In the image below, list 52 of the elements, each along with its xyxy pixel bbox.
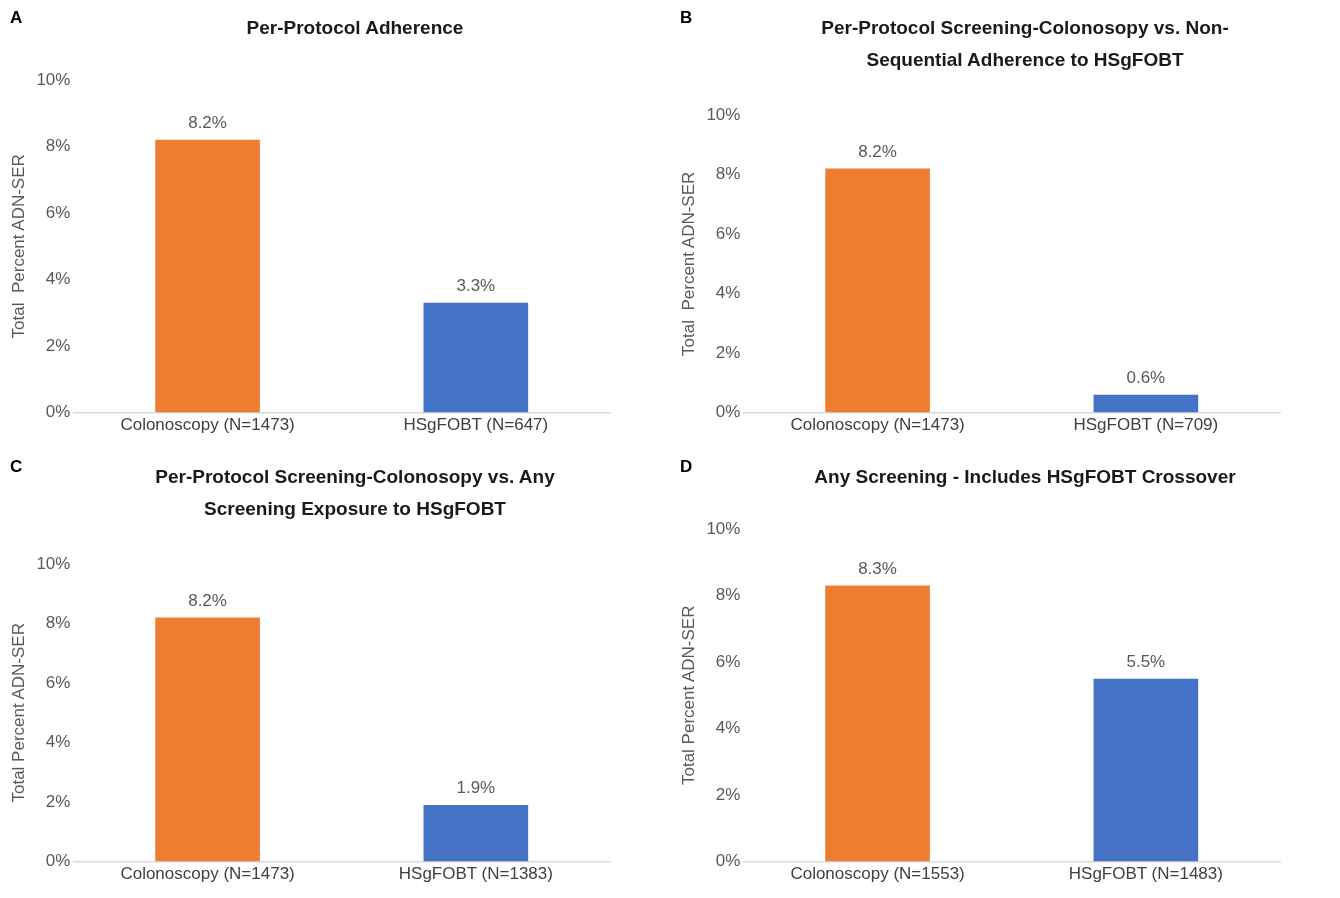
y-tick-label: 10% <box>706 518 741 538</box>
y-tick-label: 2% <box>45 791 71 811</box>
y-tick-label: 10% <box>36 553 71 573</box>
y-tick-label: 10% <box>36 69 71 89</box>
y-tick-label: 8% <box>45 136 71 156</box>
chart-title: Any Screening - Includes HSgFOBT Crossover <box>813 465 1237 489</box>
data-label: 8.3% <box>858 558 897 578</box>
y-tick-label: 4% <box>45 269 71 289</box>
y-tick-label: 0% <box>715 402 741 422</box>
x-tick-label: HSgFOBT (N=647) <box>403 415 549 435</box>
data-label: 8.2% <box>188 590 227 610</box>
data-label: 3.3% <box>456 276 496 296</box>
y-tick-label: 4% <box>715 283 741 303</box>
x-tick-label: Colonoscopy (N=1473) <box>120 415 295 435</box>
text: D <box>680 457 693 477</box>
y-axis-title: Total Percent ADN-SER <box>8 623 28 803</box>
y-tick-label: 4% <box>45 732 71 752</box>
y-tick-label: 0% <box>715 851 741 871</box>
data-label: 8.2% <box>188 113 227 133</box>
x-tick-label: HSgFOBT (N=1483) <box>1068 864 1223 884</box>
chart-title: Per-Protocol Screening-Colonosopy vs. Non-Sequential Adherence to HSgFOBT <box>820 16 1230 72</box>
y-axis-title: Total Percent ADN-SER <box>678 171 698 356</box>
x-tick-label: Colonoscopy (N=1473) <box>120 864 295 884</box>
y-tick-label: 4% <box>715 718 741 738</box>
y-tick-label: 8% <box>45 613 71 633</box>
x-tick-label: HSgFOBT (N=1383) <box>398 864 553 884</box>
y-axis-title: Total Percent ADN-SER <box>8 154 28 339</box>
y-tick-label: 8% <box>715 585 741 605</box>
data-label: 8.2% <box>858 141 897 161</box>
y-tick-label: 6% <box>715 651 741 671</box>
y-tick-label: 2% <box>715 784 741 804</box>
y-tick-label: 6% <box>45 672 71 692</box>
y-tick-label: 2% <box>715 342 741 362</box>
y-tick-label: 6% <box>715 223 741 243</box>
text: B <box>680 8 693 28</box>
data-label: 5.5% <box>1126 651 1166 671</box>
y-tick-label: 2% <box>45 335 71 355</box>
data-label: 0.6% <box>1126 367 1166 387</box>
y-tick-label: 0% <box>45 402 71 422</box>
x-tick-label: Colonoscopy (N=1553) <box>790 864 965 884</box>
y-tick-label: 0% <box>45 851 71 871</box>
chart-title: Per-Protocol Adherence <box>245 16 465 40</box>
data-label: 1.9% <box>456 778 496 798</box>
x-tick-label: HSgFOBT (N=709) <box>1073 415 1219 435</box>
y-tick-label: 10% <box>706 104 741 124</box>
chart-title: Per-Protocol Screening-Colonosopy vs. Any Screening Exposure to HSgFOBT <box>154 465 556 521</box>
y-tick-label: 6% <box>45 202 71 222</box>
text: C <box>10 457 23 477</box>
text: A <box>10 8 23 28</box>
y-axis-title: Total Percent ADN-SER <box>678 605 698 786</box>
x-tick-label: Colonoscopy (N=1473) <box>790 415 965 435</box>
y-tick-label: 8% <box>715 164 741 184</box>
